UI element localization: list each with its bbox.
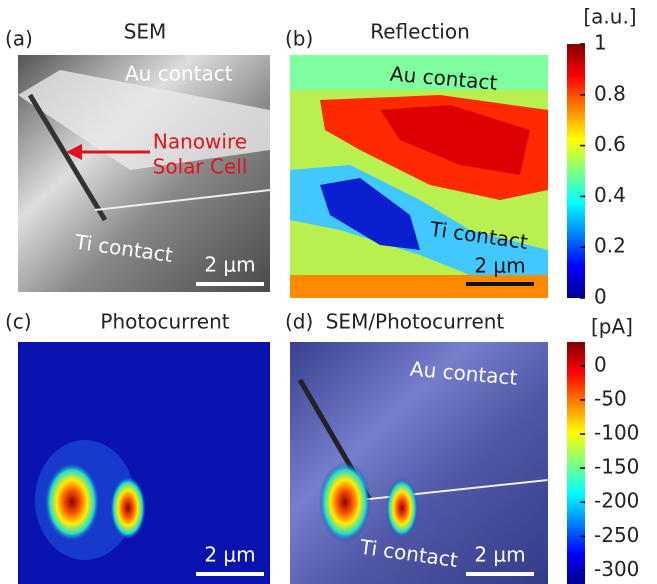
- annotation: Nanowire: [153, 130, 247, 154]
- panel-a: (a) SEM Au contact Nanowire Solar Cell T…: [5, 20, 270, 293]
- colorbar-tick-label: -50: [594, 386, 627, 410]
- scale-bar-label: 2 μm: [474, 254, 525, 278]
- figure: (a) SEM Au contact Nanowire Solar Cell T…: [0, 0, 657, 584]
- panel-title: Reflection: [370, 20, 470, 44]
- scale-bar-label: 2 μm: [204, 543, 255, 567]
- panel-b: (b) Reflection Au contact Ti contact 2 μ…: [285, 20, 548, 299]
- colorbar: [567, 44, 585, 298]
- scale-bar: [196, 282, 264, 286]
- scale-bar-label: 2 μm: [474, 543, 525, 567]
- panel-title: Photocurrent: [100, 310, 229, 334]
- panel-label: (b): [285, 27, 313, 51]
- annotation: Au contact: [125, 62, 233, 86]
- panel-c: (c) Photocurrent 2 μm: [5, 310, 270, 584]
- colorbar-tick-label: -150: [594, 455, 639, 479]
- panel-label: (d): [285, 310, 313, 334]
- panel-d: (d) SEM/Photocurrent Au contact Ti conta…: [285, 310, 548, 584]
- colorbar-unit: [pA]: [591, 315, 633, 339]
- colorbar-tick-label: 0.4: [594, 183, 626, 207]
- scale-bar: [466, 282, 534, 286]
- panel-label: (a): [5, 27, 33, 51]
- scale-bar: [466, 572, 534, 576]
- colorbar-tick-label: -300: [594, 557, 639, 581]
- panel-title: SEM: [124, 20, 167, 44]
- panel-label: (c): [5, 310, 32, 334]
- colorbar-unit: [a.u.]: [583, 5, 636, 29]
- colorbar-tick-label: 1: [594, 31, 607, 55]
- colorbar-tick-label: -250: [594, 523, 639, 547]
- scale-bar: [196, 572, 264, 576]
- colorbar-tick-label: 0.6: [594, 132, 626, 156]
- colorbar-tick-label: 0.2: [594, 234, 626, 258]
- colorbar-tick-label: -200: [594, 489, 639, 513]
- colorbar-tick-label: 0: [594, 285, 607, 309]
- colorbar: [567, 342, 585, 584]
- annotation: Solar Cell: [153, 155, 248, 179]
- colorbar-tick-label: 0.8: [594, 81, 626, 105]
- colorbar-tick-label: -100: [594, 421, 639, 445]
- colorbar-tick-label: 0: [594, 352, 607, 376]
- scale-bar-label: 2 μm: [204, 253, 255, 277]
- panel-title: SEM/Photocurrent: [326, 310, 505, 334]
